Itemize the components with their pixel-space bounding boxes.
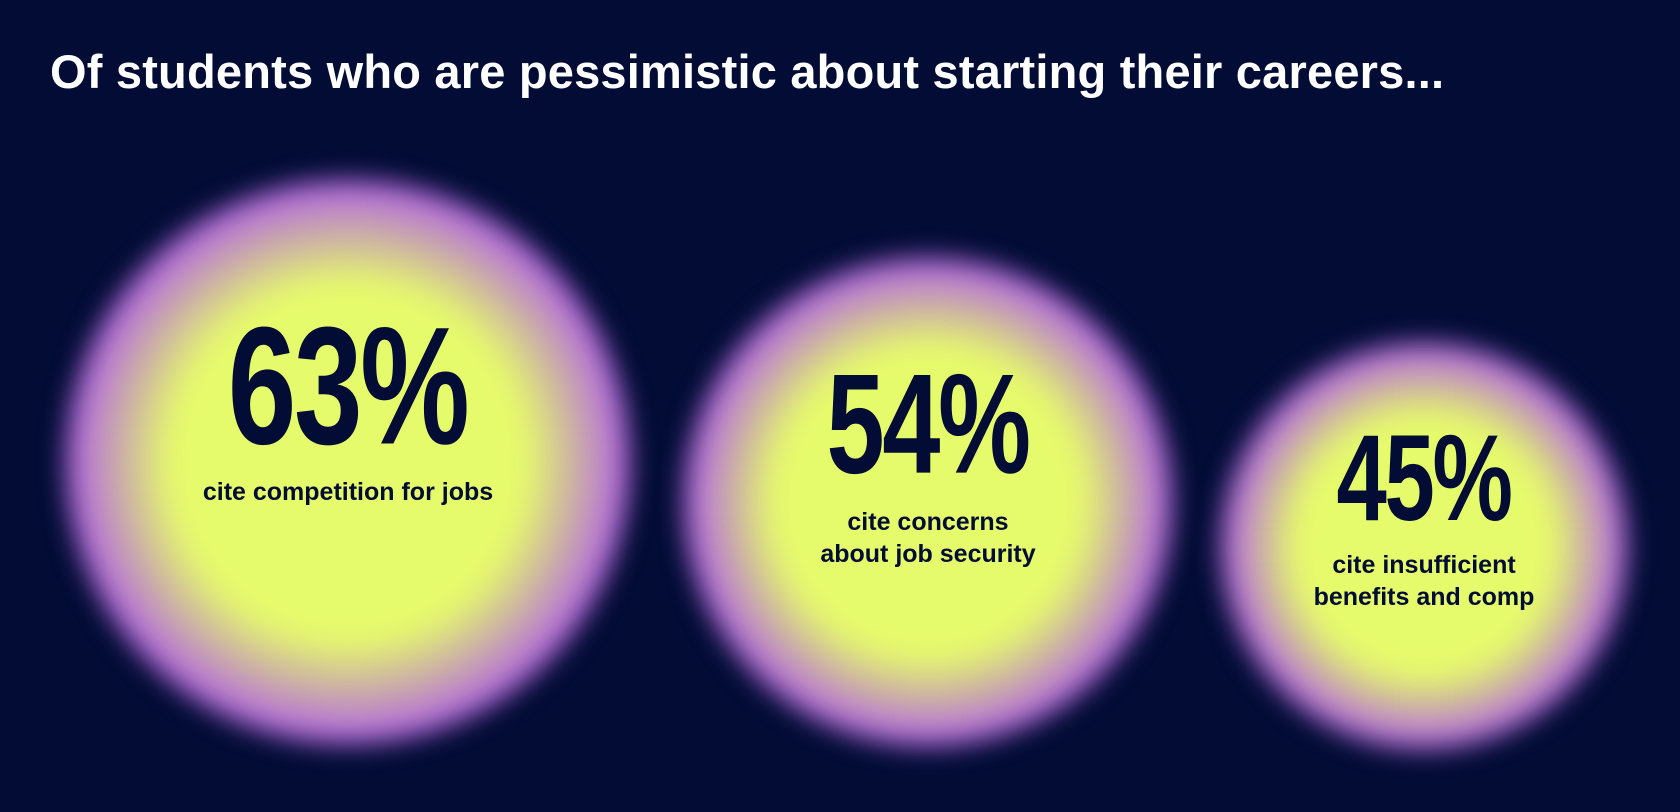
stat-bubble-45: [1221, 343, 1627, 749]
stat-text-54: 54% cite concerns about job security: [684, 222, 1172, 710]
stat-caption: cite concerns about job security: [820, 508, 1036, 568]
stat-text-45: 45% cite insufficient benefits and comp: [1221, 315, 1627, 721]
chart-title: Of students who are pessimistic about st…: [50, 45, 1445, 98]
stat-value: 63%: [228, 292, 470, 480]
stat-value: 45%: [1336, 408, 1513, 547]
stat-bubble-63: [66, 180, 630, 744]
stat-value: 54%: [826, 345, 1032, 504]
stat-caption: cite insufficient benefits and comp: [1313, 551, 1535, 611]
stat-caption: cite competition for jobs: [202, 478, 494, 506]
stat-text-63: 63% cite competition for jobs: [66, 128, 630, 692]
stat-bubble-54: [684, 258, 1172, 746]
